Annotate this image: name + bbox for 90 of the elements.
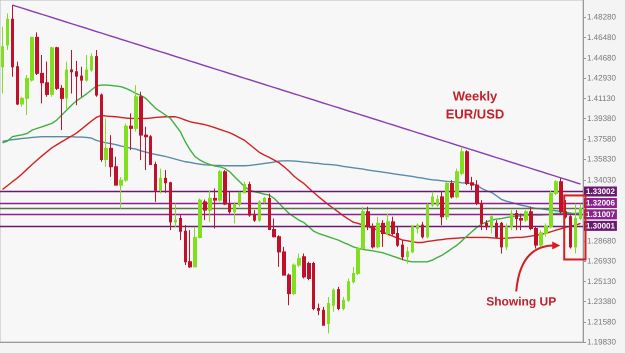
y-tick-label: 1.37580	[587, 134, 616, 144]
candlestick	[327, 296, 330, 334]
candlestick	[332, 288, 335, 312]
candlestick	[90, 52, 93, 72]
candlestick	[426, 202, 429, 240]
y-tick-label: 1.48280	[587, 12, 616, 22]
candlestick	[510, 210, 513, 231]
y-tick-label: 1.42930	[587, 74, 616, 83]
candlestick	[574, 202, 577, 254]
candlestick	[164, 170, 167, 194]
candlestick	[381, 220, 385, 248]
y-tick-label: 1.28680	[587, 236, 616, 246]
y-tick-label: 1.25130	[587, 276, 616, 286]
y-tick-label: 1.41130	[587, 94, 616, 104]
candlestick	[169, 181, 172, 231]
candlestick	[450, 180, 454, 199]
candlestick	[179, 214, 182, 241]
y-tick-label: 1.23380	[587, 296, 616, 306]
y-tick-label: 1.21580	[587, 318, 616, 327]
candlestick	[213, 188, 217, 229]
y-tick-label: 1.39380	[587, 114, 616, 124]
ref-line-label: 1.30001	[586, 221, 616, 230]
candlestick	[159, 168, 162, 194]
candlestick	[376, 216, 380, 249]
y-tick-label: 1.19830	[587, 338, 616, 346]
ref-line-label: 1.32006	[586, 198, 616, 208]
candlestick	[579, 202, 582, 221]
candlestick	[218, 170, 222, 202]
candlestick	[416, 222, 419, 234]
text: Weekly EUR/USD	[446, 88, 504, 122]
candlestick	[342, 296, 345, 311]
candlestick	[322, 306, 325, 326]
annotation: Showing UP	[486, 294, 556, 308]
candlestick	[505, 222, 508, 251]
candlestick	[401, 240, 404, 261]
candlestick	[421, 221, 424, 240]
candlestick	[6, 12, 9, 51]
candlestick	[75, 60, 78, 106]
candlestick	[569, 212, 572, 249]
candlestick	[16, 61, 19, 106]
candlestick	[411, 224, 414, 254]
candlestick	[233, 201, 236, 224]
y-tick-label: 1.35830	[587, 154, 616, 164]
candlestick	[317, 303, 320, 316]
line-series	[12, 4, 582, 185]
candlestick	[11, 4, 14, 78]
candlestick	[248, 181, 251, 218]
candlestick	[495, 220, 498, 240]
y-tick-label: 1.46480	[587, 33, 616, 42]
candlestick	[445, 181, 449, 221]
candlestick	[80, 66, 83, 98]
y-tick-label: 1.26930	[587, 256, 616, 266]
candlestick	[243, 181, 246, 194]
candlestick	[386, 212, 390, 236]
candlestick	[337, 286, 340, 311]
candlestick	[70, 50, 73, 94]
candlestick	[154, 161, 157, 202]
candlestick	[238, 191, 241, 208]
candlestick	[485, 220, 488, 231]
y-tick-label: 1.34030	[587, 175, 616, 184]
candlestick	[440, 191, 444, 226]
ref-line-label: 1.33002	[586, 187, 616, 196]
candlestick	[406, 246, 409, 264]
candlestick	[524, 210, 528, 222]
candlestick	[208, 190, 212, 222]
candlestick	[100, 92, 103, 162]
candlestick	[431, 191, 434, 208]
candlestick	[174, 202, 177, 228]
candlestick	[500, 221, 503, 254]
candlestick	[263, 196, 266, 204]
candlestick	[203, 198, 207, 221]
y-tick-label: 1.44680	[587, 54, 616, 63]
candlestick	[253, 210, 256, 222]
candlestick	[129, 112, 133, 151]
candlestick	[85, 54, 88, 82]
candlestick	[490, 214, 493, 234]
candlestick	[104, 118, 108, 168]
line-series	[2, 84, 582, 263]
candlestick	[1, 26, 4, 94]
candlestick	[519, 212, 523, 231]
candlestick	[134, 84, 138, 132]
candlestick	[65, 61, 68, 111]
candlestick	[347, 278, 350, 302]
candlestick	[436, 194, 439, 208]
candlestick	[559, 178, 563, 214]
candlestick	[258, 200, 261, 222]
candlestick	[50, 46, 54, 98]
candlestick	[95, 50, 98, 98]
line-series	[2, 136, 582, 216]
ref-line-label: 1.31007	[586, 210, 616, 219]
